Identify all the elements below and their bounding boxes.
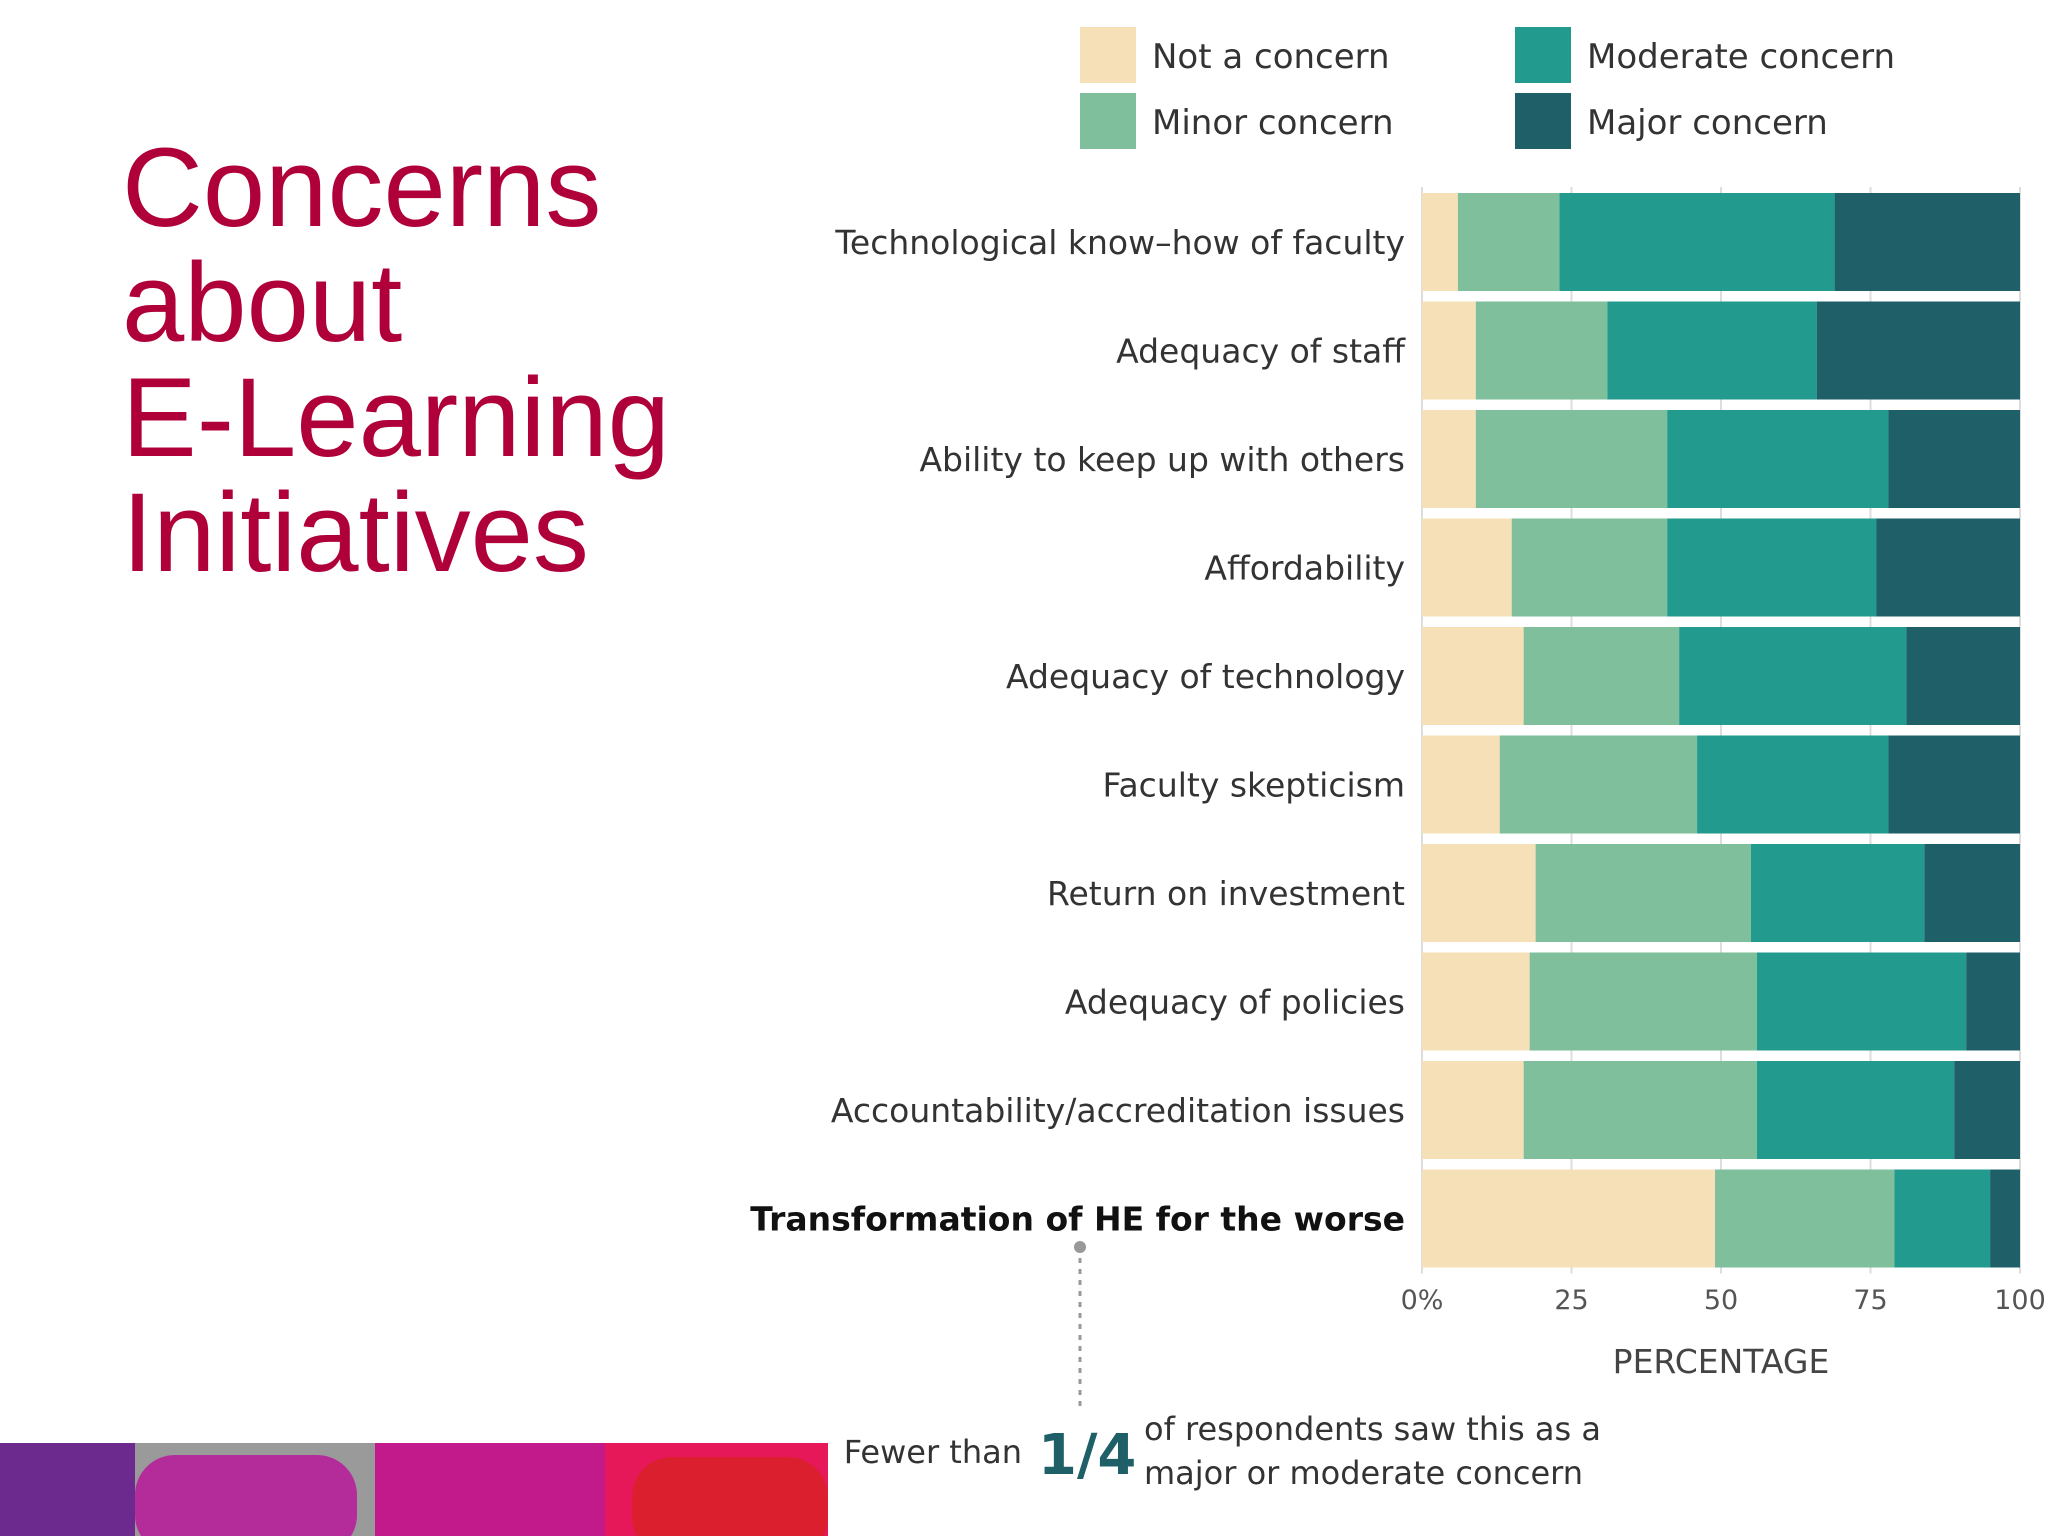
bar-segment-not-a-concern <box>1422 1061 1524 1159</box>
bar-segment-minor-concern <box>1535 844 1751 942</box>
annotation-line2: major or moderate concern <box>1144 1454 1583 1492</box>
annotation-dot <box>1074 1241 1086 1253</box>
legend-swatch-major-concern <box>1515 93 1571 149</box>
bar-segment-moderate-concern <box>1679 627 1907 725</box>
bar-segment-major-concern <box>1816 301 2020 400</box>
bar-segment-not-a-concern <box>1422 301 1476 400</box>
category-labels: Technological know–how of faculty Adequac… <box>750 223 1406 1239</box>
bar-segment-not-a-concern <box>1422 627 1524 725</box>
category-label: Faculty skepticism <box>1103 766 1406 805</box>
bar-segment-minor-concern <box>1499 735 1698 834</box>
bar-segment-minor-concern <box>1511 518 1668 617</box>
title-line: Concerns <box>122 125 602 250</box>
bar-segment-major-concern <box>1834 193 2020 291</box>
bar-segment-moderate-concern <box>1607 301 1817 400</box>
annotation-prefix: Fewer than <box>844 1433 1022 1471</box>
bar-segment-minor-concern <box>1523 627 1680 725</box>
bars <box>1422 193 2020 1268</box>
legend: Not a concern Moderate concern Minor conce… <box>1080 27 1895 149</box>
bar-segment-moderate-concern <box>1697 735 1889 834</box>
x-axis-ticks: 0% 25 50 75 100 <box>1401 1285 2046 1316</box>
bar-segment-not-a-concern <box>1422 193 1458 291</box>
bar-segment-moderate-concern <box>1667 518 1877 617</box>
category-label: Accountability/accreditation issues <box>831 1091 1405 1130</box>
bar-segment-not-a-concern <box>1422 518 1512 617</box>
x-tick-label: 75 <box>1853 1285 1887 1316</box>
legend-label-not-a-concern: Not a concern <box>1152 37 1390 77</box>
x-tick-label: 50 <box>1704 1285 1738 1316</box>
title-line: E-Learning <box>122 355 670 480</box>
category-label: Adequacy of technology <box>1006 657 1405 696</box>
bar-segment-major-concern <box>1966 952 2020 1051</box>
bar-segment-major-concern <box>1888 410 2020 508</box>
bar-segment-moderate-concern <box>1756 952 1967 1051</box>
bar-segment-moderate-concern <box>1667 410 1889 508</box>
bar-segment-not-a-concern <box>1422 844 1536 942</box>
category-label: Affordability <box>1204 549 1405 588</box>
legend-swatch-moderate-concern <box>1515 27 1571 83</box>
annotation-emphasis: 1/4 <box>1038 1423 1136 1488</box>
category-label: Adequacy of policies <box>1065 983 1405 1022</box>
category-label: Adequacy of staff <box>1116 332 1406 371</box>
bar-segment-not-a-concern <box>1422 410 1476 508</box>
bar-segment-moderate-concern <box>1750 844 1925 942</box>
bar-segment-major-concern <box>1954 1061 2020 1159</box>
category-label: Return on investment <box>1047 874 1405 913</box>
x-axis-title: PERCENTAGE <box>1613 1342 1830 1381</box>
bar-segment-major-concern <box>1888 735 2020 834</box>
bar-segment-minor-concern <box>1529 952 1757 1051</box>
decorative-color-strip <box>0 1443 828 1536</box>
legend-swatch-minor-concern <box>1080 93 1136 149</box>
bar-segment-major-concern <box>1876 518 2020 617</box>
bar-segment-moderate-concern <box>1559 193 1835 291</box>
annotation: Fewer than 1/4 of respondents saw this a… <box>844 1241 1601 1492</box>
legend-swatch-not-a-concern <box>1080 27 1136 83</box>
bar-segment-major-concern <box>1906 627 2020 725</box>
bar-segment-major-concern <box>1924 844 2020 942</box>
bar-segment-not-a-concern <box>1422 952 1530 1051</box>
legend-label-major-concern: Major concern <box>1587 103 1828 143</box>
annotation-line1: of respondents saw this as a <box>1144 1410 1601 1448</box>
x-tick-label: 25 <box>1554 1285 1588 1316</box>
x-tick-label: 100 <box>1994 1285 2046 1316</box>
bar-segment-minor-concern <box>1475 301 1608 400</box>
bar-segment-minor-concern <box>1475 410 1668 508</box>
category-label: Technological know–how of faculty <box>834 223 1405 262</box>
legend-label-moderate-concern: Moderate concern <box>1587 37 1895 77</box>
bar-segment-minor-concern <box>1457 193 1560 291</box>
bar-segment-not-a-concern <box>1422 735 1500 834</box>
bar-segment-minor-concern <box>1715 1169 1895 1268</box>
slide-title: Concerns about E-Learning Initiatives <box>122 130 822 590</box>
bar-segment-moderate-concern <box>1756 1061 1955 1159</box>
bar-segment-moderate-concern <box>1894 1169 1991 1268</box>
title-line: Initiatives <box>122 470 589 595</box>
bar-segment-not-a-concern <box>1422 1169 1716 1268</box>
x-tick-label: 0% <box>1401 1285 1444 1316</box>
category-label: Transformation of HE for the worse <box>750 1200 1405 1239</box>
bar-segment-minor-concern <box>1523 1061 1757 1159</box>
title-line: about <box>122 240 403 365</box>
legend-label-minor-concern: Minor concern <box>1152 103 1394 143</box>
category-label: Ability to keep up with others <box>919 440 1405 479</box>
bar-segment-major-concern <box>1990 1169 2020 1268</box>
